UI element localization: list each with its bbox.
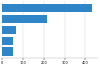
Bar [2,4,92,12]
Bar [2,15,47,23]
Bar [2,37,14,45]
Bar [2,47,13,56]
Bar [2,26,16,34]
